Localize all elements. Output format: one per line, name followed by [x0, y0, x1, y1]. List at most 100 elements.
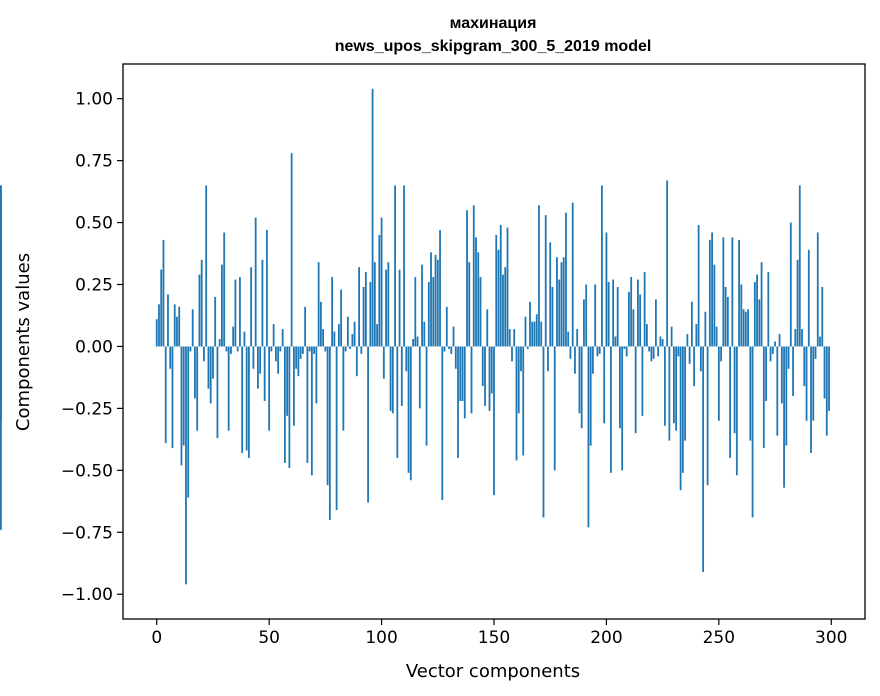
bar — [677, 346, 680, 357]
bar — [684, 346, 687, 441]
bar — [360, 346, 363, 354]
bar — [407, 346, 410, 473]
bar — [780, 346, 783, 404]
bar — [508, 329, 511, 347]
y-tick-label: 0.50 — [75, 214, 113, 234]
bar — [254, 217, 257, 347]
bar — [342, 346, 345, 431]
bar — [319, 301, 322, 347]
bar — [553, 346, 556, 471]
bar — [733, 346, 736, 434]
bar — [783, 346, 785, 488]
bar — [785, 346, 788, 446]
bar — [729, 346, 731, 458]
y-tick-label: −0.50 — [61, 461, 113, 481]
bar — [816, 232, 819, 347]
bar — [434, 254, 437, 347]
bar — [747, 309, 749, 347]
bar — [331, 277, 334, 347]
bar — [158, 304, 160, 347]
bar — [589, 346, 592, 446]
bar — [0, 346, 2, 530]
x-axis-ticks: 0 50 100 150 200 250 300 — [151, 619, 847, 648]
bar — [587, 346, 590, 528]
bar — [738, 239, 740, 347]
bar — [571, 202, 574, 347]
bar — [221, 264, 223, 347]
bar — [706, 346, 709, 486]
bar — [713, 264, 716, 347]
bar — [623, 346, 626, 349]
bar — [257, 346, 259, 389]
bar — [594, 284, 597, 347]
y-tick-label: −0.25 — [61, 399, 113, 419]
bar — [769, 346, 772, 362]
chart-title: махинация — [450, 15, 537, 32]
bar — [380, 217, 383, 347]
bar — [596, 346, 599, 357]
bar — [214, 296, 217, 347]
bar — [529, 301, 531, 347]
bar — [828, 346, 830, 411]
bar — [814, 346, 817, 359]
bar — [821, 286, 824, 347]
bar — [659, 336, 662, 347]
bar — [605, 232, 608, 347]
bar — [776, 346, 779, 436]
bar — [378, 234, 381, 347]
bar — [749, 346, 752, 441]
bar — [762, 346, 765, 449]
bar — [654, 299, 657, 347]
bar — [421, 264, 423, 347]
bar — [690, 301, 693, 347]
bar — [405, 346, 408, 372]
bar — [504, 267, 507, 347]
bar — [416, 336, 419, 347]
bar — [373, 262, 376, 347]
bar — [445, 306, 448, 347]
bar — [576, 329, 579, 347]
bar — [218, 339, 221, 347]
bar — [535, 314, 538, 347]
bar — [726, 296, 729, 347]
bar — [486, 309, 489, 347]
bar — [765, 346, 767, 401]
bar — [328, 346, 331, 520]
bar — [477, 252, 480, 347]
bar — [479, 277, 482, 347]
bar — [290, 153, 293, 347]
bar — [346, 316, 349, 347]
bar — [382, 346, 385, 379]
bar — [461, 346, 464, 401]
bar — [459, 346, 462, 401]
bar — [261, 259, 264, 347]
bar — [223, 232, 226, 347]
bar — [313, 346, 316, 354]
bar — [234, 279, 237, 347]
bar — [628, 291, 630, 347]
bar — [663, 346, 666, 426]
bar — [805, 346, 808, 421]
bar — [715, 326, 718, 347]
bar — [196, 346, 199, 431]
bar — [310, 346, 313, 476]
bar — [230, 346, 232, 354]
bar — [403, 185, 405, 347]
bar — [427, 282, 430, 347]
bar — [436, 259, 439, 347]
bar — [702, 346, 705, 572]
bar — [335, 346, 338, 510]
bar — [807, 249, 810, 347]
bar — [275, 346, 277, 362]
bar — [304, 306, 307, 347]
bar — [643, 272, 646, 347]
bar — [414, 277, 417, 347]
bar — [607, 282, 610, 347]
bar — [758, 299, 761, 347]
bar — [423, 321, 426, 347]
bar — [272, 324, 275, 347]
bar — [499, 225, 502, 347]
x-tick-label: 50 — [258, 628, 280, 648]
bar — [675, 346, 678, 431]
bar — [351, 334, 354, 347]
